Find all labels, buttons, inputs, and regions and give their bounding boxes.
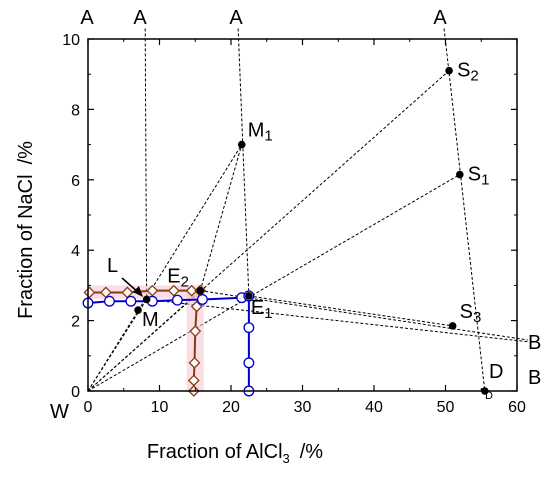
point-label-s3: S3 xyxy=(460,301,482,326)
key-point xyxy=(445,66,453,75)
diamond-marker xyxy=(83,286,96,299)
circle-marker xyxy=(171,294,183,306)
y-tick-label: 6 xyxy=(71,173,80,190)
tie-line xyxy=(87,174,461,392)
point-label-e2: E2 xyxy=(167,266,189,291)
tie-line xyxy=(248,295,453,327)
y-axis-label: Fraction of NaCl/% xyxy=(15,141,37,319)
tie-line xyxy=(237,28,250,296)
tie-line xyxy=(144,28,148,300)
axes: 0 10 20 30 40 50 60 0 2 4 6 8 10 xyxy=(62,32,526,416)
point-label-l: L xyxy=(107,255,118,277)
diamond-marker xyxy=(188,356,201,369)
y-tick-label: 0 xyxy=(71,384,80,401)
series-group xyxy=(82,284,255,397)
key-point xyxy=(196,286,205,295)
tie-lines xyxy=(87,28,528,392)
vertex-label-b: B xyxy=(528,367,541,389)
tie-line xyxy=(87,144,243,392)
point-label-m: M xyxy=(142,309,159,331)
x-tick-label: 20 xyxy=(222,399,240,416)
vertex-label-d-small: D xyxy=(485,390,493,402)
x-tick-label: 40 xyxy=(365,399,383,416)
y-tick-label: 2 xyxy=(71,314,80,331)
annotation-labels: S2 S1 S3 M1 M E2 E1 A A A A BB DD W L xyxy=(50,7,541,423)
circle-marker xyxy=(103,295,115,307)
tie-line xyxy=(200,290,528,341)
vertex-label-a: A xyxy=(80,7,94,29)
vertex-label-d: D xyxy=(489,361,503,383)
tie-line xyxy=(87,290,201,392)
diamond-marker xyxy=(185,284,198,297)
arrow-l-head xyxy=(133,286,143,297)
diamond-marker xyxy=(190,300,203,313)
plot-frame xyxy=(87,38,518,392)
x-axis-label: Fraction of AlCl3/% xyxy=(147,441,323,466)
x-tick-label: 60 xyxy=(508,399,526,416)
y-tick-label: 8 xyxy=(71,102,80,119)
point-label-s2: S2 xyxy=(457,60,479,85)
x-tick-label: 10 xyxy=(151,399,169,416)
key-point xyxy=(245,292,253,300)
key-point xyxy=(134,306,142,314)
vertex-label-a: A xyxy=(229,7,243,29)
key-point xyxy=(237,140,246,149)
y-tick-label: 4 xyxy=(71,243,80,260)
diamond-marker xyxy=(189,325,202,338)
x-tick-label: 50 xyxy=(437,399,455,416)
point-label-s1: S1 xyxy=(468,164,490,189)
vertex-label-b: B xyxy=(528,332,541,354)
diamond-marker xyxy=(146,284,159,297)
vertex-label-a: A xyxy=(433,7,447,29)
point-label-e1: E1 xyxy=(251,297,273,322)
point-label-m1: M1 xyxy=(248,120,273,145)
tie-line xyxy=(443,28,486,392)
key-point xyxy=(142,295,151,304)
tie-line xyxy=(146,298,528,343)
y-tick-label: 10 xyxy=(62,32,80,49)
circle-marker xyxy=(125,295,137,307)
circle-marker xyxy=(196,294,208,305)
tie-line xyxy=(199,144,243,291)
x-tick-label: 0 xyxy=(84,399,93,416)
vertex-label-a: A xyxy=(133,7,147,29)
key-point xyxy=(456,170,464,179)
circle-marker xyxy=(243,357,255,369)
diamond-marker xyxy=(167,284,180,297)
circle-marker xyxy=(243,322,255,334)
tie-line xyxy=(87,299,148,392)
x-tick-label: 30 xyxy=(294,399,312,416)
vertex-label-w: W xyxy=(50,401,69,423)
key-point xyxy=(448,322,457,330)
